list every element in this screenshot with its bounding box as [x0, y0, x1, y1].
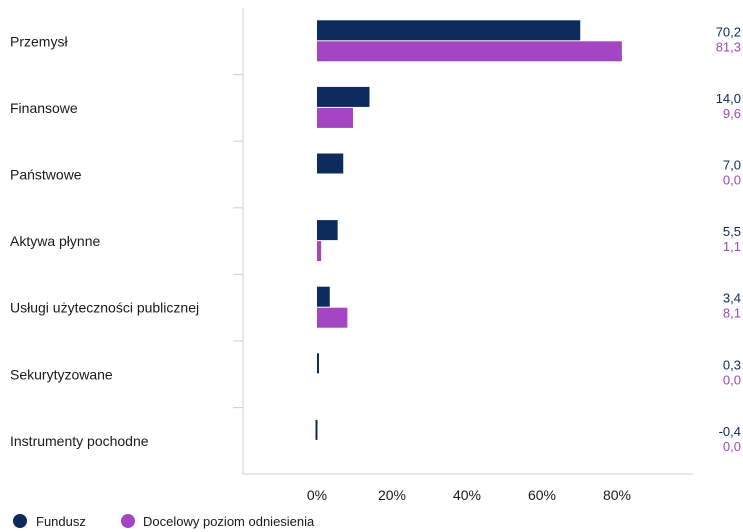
legend-label-benchmark: Docelowy poziom odniesienia	[143, 514, 315, 529]
category-labels: Przemysł Finansowe Państwowe Aktywa płynne U…	[10, 33, 199, 449]
x-tick-label: 80%	[603, 487, 631, 503]
value-label-benchmark-przemys: 81,3	[716, 39, 741, 54]
legend-label-fundusz: Fundusz	[36, 514, 86, 529]
value-label-benchmark-us-ugi-uzytecznosci-publicznej: 8,1	[723, 306, 741, 321]
bar-benchmark-finansowe	[317, 107, 353, 128]
value-label-benchmark-instrumenty-pochodne: 0,0	[723, 439, 741, 454]
x-tick-label: 20%	[378, 487, 406, 503]
x-tick-labels: 0% 20% 40% 60% 80%	[307, 487, 631, 503]
legend-marker-fundusz	[13, 514, 27, 528]
bar-fundusz-sekurytyzowane	[317, 353, 319, 374]
category-label-aktywa-p-ynne: Aktywa płynne	[10, 233, 100, 249]
value-labels: 70,281,314,09,67,00,05,51,13,48,10,30,0-…	[716, 24, 741, 454]
value-label-fundusz-sekurytyzowane: 0,3	[723, 357, 741, 372]
x-tick-label: 60%	[528, 487, 556, 503]
category-label-instrumenty-pochodne: Instrumenty pochodne	[10, 433, 149, 449]
bar-fundusz-us-ugi-uzytecznosci-publicznej	[317, 286, 330, 307]
category-label-przemys: Przemysł	[10, 33, 68, 49]
value-label-benchmark-aktywa-p-ynne: 1,1	[723, 239, 741, 254]
x-tick-label: 0%	[307, 487, 327, 503]
category-label-sekurytyzowane: Sekurytyzowane	[10, 366, 113, 382]
category-label-panstwowe: Państwowe	[10, 167, 82, 183]
bar-benchmark-us-ugi-uzytecznosci-publicznej	[317, 307, 348, 328]
bars	[315, 20, 622, 440]
legend-marker-benchmark	[121, 514, 135, 528]
value-label-fundusz-panstwowe: 7,0	[723, 158, 741, 173]
value-label-benchmark-sekurytyzowane: 0,0	[723, 372, 741, 387]
legend: Fundusz Docelowy poziom odniesienia	[13, 514, 315, 529]
bar-benchmark-przemys	[317, 41, 622, 62]
bar-benchmark-aktywa-p-ynne	[317, 241, 322, 262]
category-label-us-ugi-uzytecznosci-publicznej: Usługi użyteczności publicznej	[10, 300, 199, 316]
value-label-fundusz-aktywa-p-ynne: 5,5	[723, 224, 741, 239]
x-tick-label: 40%	[453, 487, 481, 503]
bar-fundusz-instrumenty-pochodne	[315, 419, 318, 440]
value-label-fundusz-instrumenty-pochodne: -0,4	[719, 424, 741, 439]
value-label-fundusz-finansowe: 14,0	[716, 91, 741, 106]
value-label-benchmark-finansowe: 9,6	[723, 106, 741, 121]
bar-fundusz-przemys	[317, 20, 581, 41]
category-label-finansowe: Finansowe	[10, 100, 78, 116]
bar-fundusz-finansowe	[317, 86, 370, 107]
bar-fundusz-panstwowe	[317, 153, 344, 174]
value-label-fundusz-przemys: 70,2	[716, 24, 741, 39]
value-label-benchmark-panstwowe: 0,0	[723, 173, 741, 188]
value-label-fundusz-us-ugi-uzytecznosci-publicznej: 3,4	[723, 291, 741, 306]
bar-fundusz-aktywa-p-ynne	[317, 220, 338, 241]
category-tick-marks	[233, 74, 243, 409]
